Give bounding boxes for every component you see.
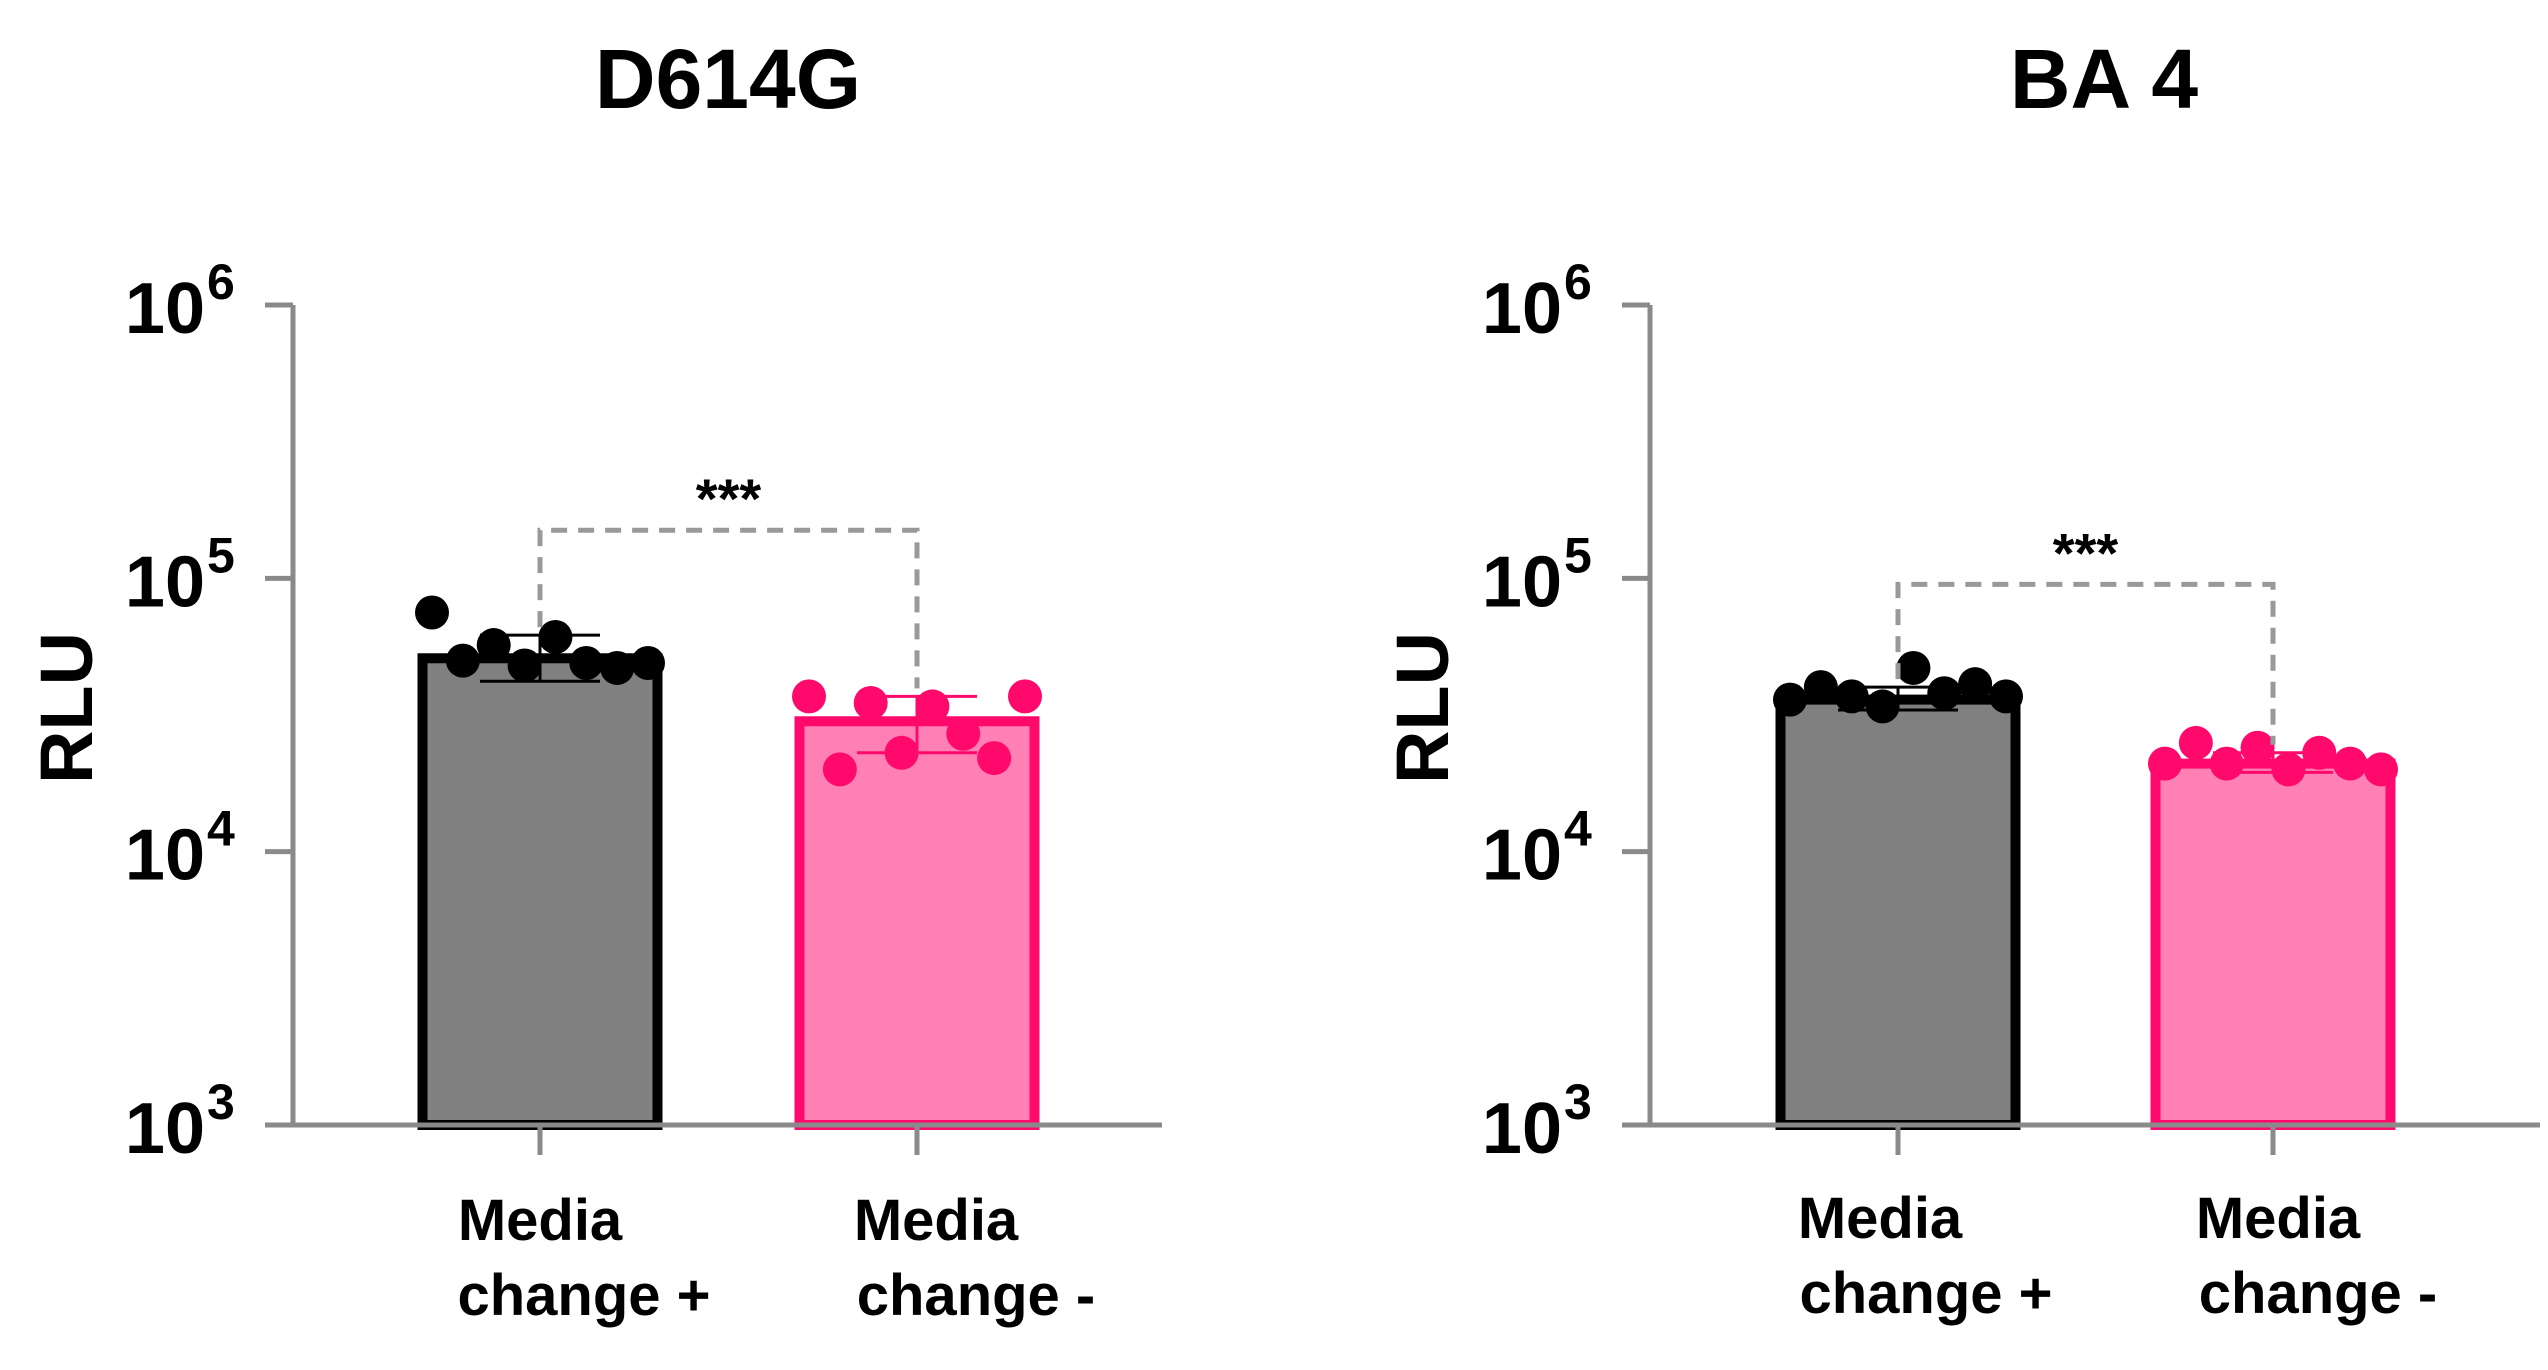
data-point bbox=[2178, 725, 2213, 760]
y-tick-label-exponent: 4 bbox=[1564, 801, 1592, 857]
data-point bbox=[1834, 679, 1869, 714]
data-point bbox=[1773, 682, 1807, 717]
data-point bbox=[2333, 746, 2368, 781]
y-tick-label-exponent: 3 bbox=[207, 1074, 235, 1130]
data-point bbox=[884, 735, 919, 770]
bar-media-change-minus bbox=[2150, 758, 2396, 1130]
y-tick-label-exponent: 6 bbox=[207, 254, 235, 310]
data-point bbox=[600, 650, 635, 685]
data-point bbox=[2240, 730, 2275, 765]
data-point bbox=[946, 716, 981, 751]
data-point bbox=[631, 646, 665, 681]
x-tick-label-line2: change - bbox=[2199, 1261, 2438, 1326]
chart-title: BA 4 bbox=[2010, 32, 2199, 126]
data-point bbox=[853, 685, 888, 720]
data-point bbox=[2364, 752, 2398, 787]
data-point bbox=[1803, 670, 1838, 705]
significance-bracket bbox=[1895, 581, 2276, 745]
chart-title: D614G bbox=[595, 32, 861, 126]
data-point bbox=[415, 595, 449, 630]
y-tick-label-exponent: 6 bbox=[1564, 254, 1592, 310]
data-point bbox=[538, 620, 573, 655]
y-tick-label-base: 10 bbox=[1482, 269, 1562, 349]
y-tick-label-exponent: 4 bbox=[207, 801, 235, 857]
y-tick-label-base: 10 bbox=[125, 269, 205, 349]
data-point bbox=[792, 679, 826, 714]
data-point bbox=[2271, 752, 2306, 787]
x-tick-label-line2: change - bbox=[857, 1263, 1096, 1328]
y-tick-label-base: 10 bbox=[125, 542, 205, 622]
x-tick-label-line2: change + bbox=[457, 1263, 710, 1328]
data-point bbox=[569, 646, 604, 681]
y-tick-label-exponent: 3 bbox=[1564, 1074, 1592, 1130]
x-tick-label-line1: Media bbox=[854, 1188, 1019, 1253]
significance-label: *** bbox=[696, 467, 762, 530]
data-point bbox=[822, 752, 857, 787]
x-tick-label-line1: Media bbox=[2196, 1186, 2361, 1251]
data-point bbox=[915, 689, 950, 724]
data-point bbox=[1865, 689, 1900, 724]
data-point bbox=[507, 648, 542, 683]
bar-media-change-plus bbox=[1775, 694, 2021, 1130]
y-tick-label-exponent: 5 bbox=[207, 527, 235, 583]
y-tick-label-base: 10 bbox=[125, 816, 205, 896]
bar-media-change-minus bbox=[794, 716, 1040, 1131]
data-point bbox=[977, 741, 1012, 776]
y-tick-label-exponent: 5 bbox=[1564, 527, 1592, 583]
data-point bbox=[1989, 679, 2023, 714]
data-point bbox=[1008, 679, 1042, 714]
x-tick-label-line1: Media bbox=[1798, 1186, 1963, 1251]
y-axis-label: RLU bbox=[1381, 632, 1464, 784]
data-point bbox=[445, 643, 480, 678]
y-tick-label-base: 10 bbox=[1482, 816, 1562, 896]
x-tick-label-line2: change + bbox=[1799, 1261, 2052, 1326]
x-tick-label-line1: Media bbox=[458, 1188, 623, 1253]
data-point bbox=[1927, 676, 1962, 711]
significance-bracket bbox=[537, 527, 920, 689]
data-point bbox=[2148, 746, 2182, 781]
data-point bbox=[2209, 746, 2244, 781]
y-axis-label: RLU bbox=[25, 632, 108, 784]
data-point bbox=[1958, 667, 1993, 702]
bar-media-change-plus bbox=[417, 653, 663, 1130]
significance-label: *** bbox=[2053, 521, 2119, 584]
data-point bbox=[476, 628, 511, 663]
y-tick-label-base: 10 bbox=[1482, 542, 1562, 622]
data-point bbox=[1896, 650, 1931, 685]
y-tick-label-base: 10 bbox=[125, 1089, 205, 1169]
data-point bbox=[2302, 735, 2337, 770]
y-tick-label-base: 10 bbox=[1482, 1089, 1562, 1169]
